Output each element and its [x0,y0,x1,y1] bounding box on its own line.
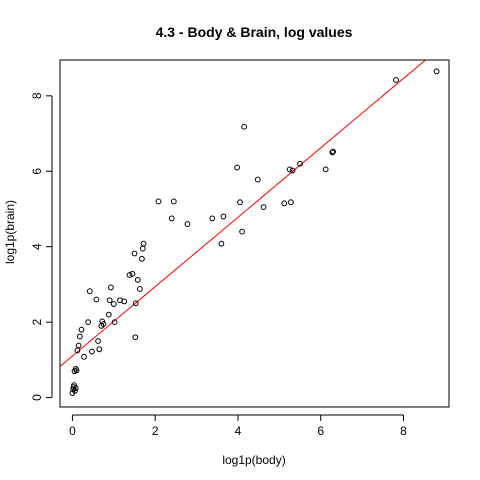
data-point [105,311,112,318]
data-point [433,68,440,75]
data-point [289,167,296,174]
data-point [281,200,288,207]
y-tick-label: 2 [30,318,44,325]
fit-line-layer [59,59,426,367]
data-point [71,382,77,389]
data-point [131,250,138,257]
data-point [239,228,245,235]
data-point [155,198,162,205]
data-point [121,298,128,305]
y-tick-label: 0 [30,394,44,401]
data-point [286,166,293,173]
chart-title: 4.3 - Body & Brain, log values [156,24,353,40]
data-point [288,199,294,206]
data-point [322,166,329,173]
data-point [129,270,136,277]
data-point [96,346,103,353]
data-point [241,123,248,130]
y-tick-label: 8 [30,92,44,99]
y-tick-label: 4 [30,243,44,250]
data-point [168,215,175,222]
data-point [234,164,241,171]
points-layer [69,68,440,396]
x-axis-label: log1p(body) [222,453,285,467]
data-point [73,367,80,374]
data-point [71,387,78,394]
x-tick-label: 8 [400,424,407,438]
data-point [88,348,95,355]
data-point [209,215,216,222]
x-tick-label: 4 [235,424,242,438]
data-point [297,160,303,167]
data-point [81,353,87,360]
data-point [93,296,100,303]
x-tick-label: 0 [69,424,76,438]
data-point [86,288,93,295]
data-point [136,286,143,292]
data-point [85,319,92,326]
data-point [134,276,141,283]
data-point [139,245,146,252]
data-point [170,198,177,205]
data-point [260,204,267,210]
data-point [75,342,82,349]
axes-layer: 0 2 4 6 8 0 2 4 6 8 [30,92,407,438]
data-point [218,240,225,247]
fit-line [59,59,426,367]
data-point [76,333,83,340]
data-point [140,240,147,247]
data-point [111,319,118,326]
data-point [110,301,117,307]
data-point [78,326,85,333]
data-point [100,321,107,327]
plot-frame [59,59,450,408]
data-point [330,148,337,155]
data-point [132,300,139,307]
data-point [139,255,145,262]
data-point [329,149,336,156]
data-point [106,297,113,304]
y-tick-label: 6 [30,168,44,175]
data-point [126,272,133,278]
data-point [237,199,243,206]
data-point [132,334,139,341]
data-point [95,338,101,344]
data-point [72,385,79,392]
x-tick-label: 2 [152,424,159,438]
data-point [220,213,227,220]
x-tick-label: 6 [317,424,324,438]
data-point [108,284,114,291]
data-point [254,176,261,183]
data-point [184,221,191,227]
y-axis-label: log1p(brain) [3,200,17,264]
data-point [393,77,399,83]
